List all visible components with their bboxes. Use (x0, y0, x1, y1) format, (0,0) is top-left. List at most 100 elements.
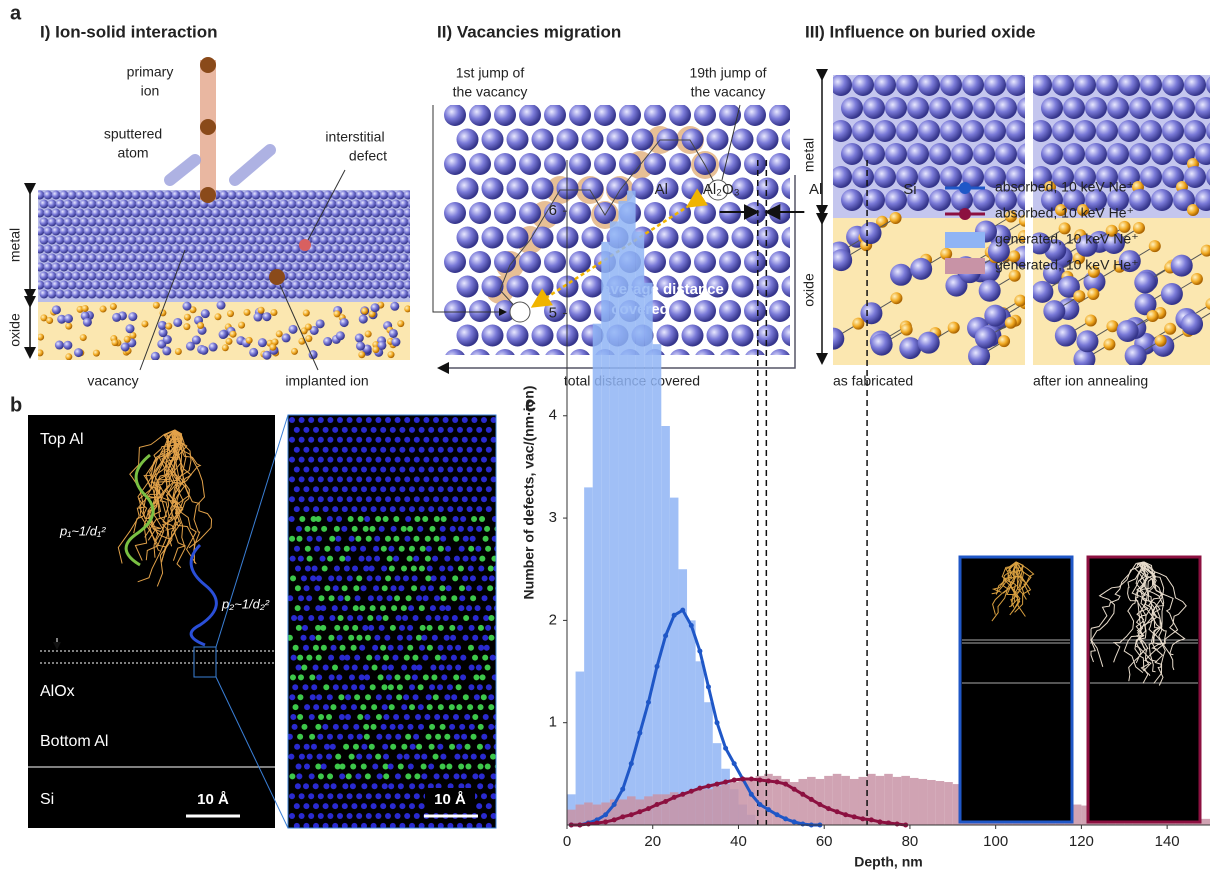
al-atom (490, 496, 496, 503)
al-atom (429, 684, 436, 691)
al-atom (423, 436, 430, 443)
metal-atom (239, 235, 249, 245)
lattice-atom (769, 300, 790, 322)
metal-atom (203, 244, 213, 254)
al-atom (445, 585, 452, 592)
metal-atom (103, 289, 113, 299)
al-atom (482, 714, 489, 720)
metal-atom (115, 208, 125, 218)
al-atom (457, 486, 463, 493)
metal-atom (351, 271, 361, 281)
lattice-atom (669, 105, 691, 126)
metal-atom (115, 280, 125, 290)
metal-atom (151, 217, 161, 227)
metal-atom (239, 217, 249, 227)
metal-atom (219, 226, 229, 236)
oxygen-atom (425, 575, 432, 582)
metal-atom (367, 289, 377, 299)
metal-atom (355, 244, 365, 254)
al-atom (444, 694, 451, 701)
metal-atom (59, 226, 69, 236)
histogram-bar (661, 426, 670, 825)
al-atom (385, 417, 391, 423)
al-atom (351, 664, 358, 671)
metal-atom (1074, 166, 1096, 188)
al-atom (316, 674, 323, 681)
al-atom (303, 466, 310, 473)
al-atom (289, 436, 295, 443)
metal-atom (147, 190, 157, 200)
al-atom (437, 506, 444, 513)
metal-atom (59, 208, 69, 218)
metal-atom (247, 289, 257, 299)
lattice-atom (531, 177, 554, 200)
series-marker (860, 816, 866, 822)
al-atom (476, 506, 483, 513)
al-atom (493, 714, 496, 720)
al-atom (474, 605, 481, 612)
oxygen-atom (329, 535, 336, 542)
region-label: Al₂O₃ (703, 181, 740, 198)
al-atom (441, 674, 448, 681)
metal-atom (63, 217, 73, 227)
al-atom (293, 506, 300, 513)
al-atom (326, 694, 333, 701)
metal-atom (1129, 143, 1151, 165)
metal-atom (239, 289, 249, 299)
al-atom (447, 466, 454, 473)
al-atom (372, 644, 379, 651)
metal-atom (1195, 143, 1210, 165)
metal-atom (343, 271, 353, 281)
oxygen-atom (414, 773, 421, 780)
oxygen-atom (426, 624, 433, 631)
metal-atom (47, 235, 57, 245)
oxygen-atom (418, 605, 425, 612)
al-atom (310, 575, 317, 582)
metal-atom (387, 280, 397, 290)
al-atom (476, 585, 483, 592)
al-atom (312, 783, 319, 790)
metal-atom (51, 208, 61, 218)
al-atom (470, 753, 477, 760)
metal-atom (299, 226, 309, 236)
al-atom (422, 595, 429, 602)
al-atom (425, 545, 432, 552)
al-atom (382, 753, 389, 760)
histogram-bar (609, 799, 619, 825)
oxygen-atom (400, 525, 407, 532)
al-atom (490, 417, 496, 423)
metal-atom (151, 253, 161, 263)
al-atom (401, 664, 408, 671)
metal-atom (107, 262, 117, 272)
metal-atom (167, 253, 177, 263)
al-atom (428, 426, 435, 433)
al-atom (337, 496, 343, 503)
al-atom (465, 783, 472, 790)
al-atom (428, 506, 435, 513)
x-tick-label: 20 (644, 833, 661, 850)
metal-atom (251, 244, 261, 254)
metal-atom (195, 208, 205, 218)
al-atom (475, 664, 482, 671)
al-atom (485, 446, 492, 453)
metal-atom (115, 262, 125, 272)
al-atom (409, 486, 415, 493)
metal-atom (339, 226, 349, 236)
oxide-metal-atom (1181, 313, 1204, 336)
metal-atom (347, 280, 357, 290)
al-atom (478, 644, 485, 651)
inset-trajectory (991, 561, 1017, 595)
histogram-bar (858, 776, 868, 825)
metal-atom (263, 199, 273, 209)
metal-atom (251, 262, 261, 272)
metal-atom (315, 226, 325, 236)
oxygen-atom (315, 516, 322, 522)
histogram-bar (789, 782, 799, 825)
metal-atom (191, 199, 201, 209)
metal-atom (251, 208, 261, 218)
oxygen-atom (323, 684, 330, 691)
metal-atom (319, 271, 329, 281)
al-atom (413, 417, 420, 423)
scale-label: 10 Å (434, 791, 466, 808)
al-atom (368, 565, 375, 572)
